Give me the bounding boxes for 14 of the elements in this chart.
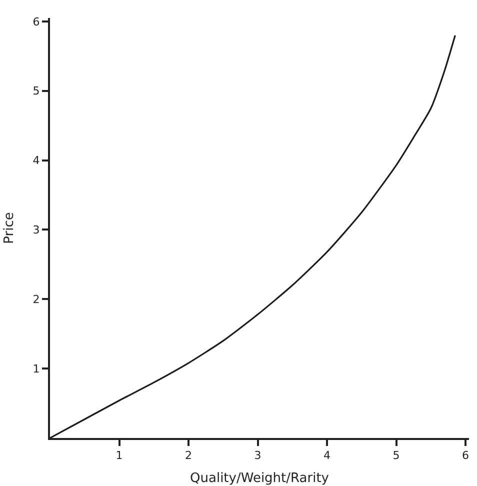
y-tick-label: 5 (32, 84, 40, 98)
y-axis-title: Price (2, 212, 17, 244)
y-tick-label: 4 (32, 154, 40, 168)
y-tick-label: 1 (32, 362, 40, 376)
y-tick-label: 2 (32, 293, 40, 306)
y-tick-label: 6 (32, 15, 40, 28)
x-tick-label: 4 (324, 449, 331, 462)
x-tick-label: 2 (185, 449, 192, 462)
x-tick-label: 6 (462, 449, 470, 462)
x-tick-label: 5 (392, 449, 400, 462)
x-tick-label: 3 (254, 449, 262, 462)
y-tick-label: 3 (32, 224, 40, 237)
x-axis-title: Quality/Weight/Rarity (190, 471, 330, 486)
x-tick-label: 1 (116, 449, 123, 462)
